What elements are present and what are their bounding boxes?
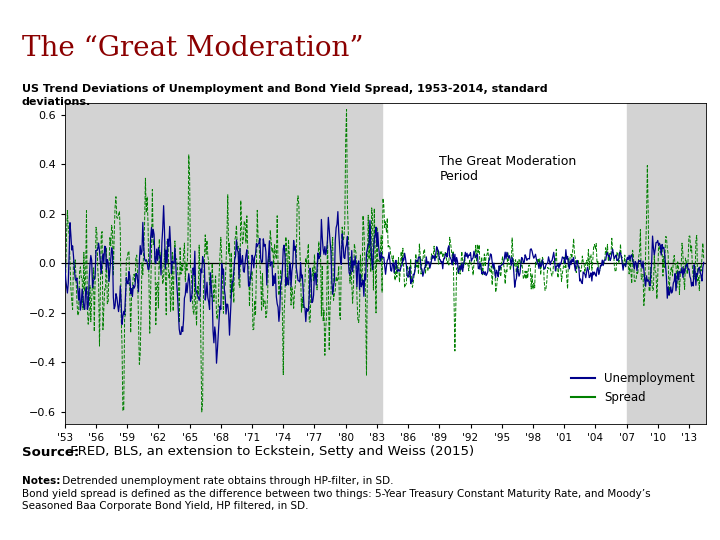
Bar [626, 103, 706, 424]
Text: Seasoned Baa Corporate Bond Yield, HP filtered, in SD.: Seasoned Baa Corporate Bond Yield, HP fi… [22, 501, 308, 511]
Unemployment [289, 261, 297, 267]
Unemployment [629, 256, 637, 263]
Unemployment [699, 259, 708, 266]
Spread [287, 284, 296, 290]
Spread [629, 247, 637, 253]
Unemployment [143, 259, 151, 266]
Spread [197, 409, 206, 415]
Spread [207, 294, 215, 300]
Unemployment [185, 279, 194, 285]
Text: deviations.: deviations. [22, 97, 91, 107]
Text: Bond yield spread is defined as the difference between two things: 5-Year Treasu: Bond yield spread is defined as the diff… [22, 489, 650, 499]
Spread [184, 152, 193, 158]
Text: US Trend Deviations of Unemployment and Bond Yield Spread, 1953-2014, standard: US Trend Deviations of Unemployment and … [22, 84, 547, 94]
Line: Unemployment: Unemployment [65, 206, 703, 363]
Text: Source:: Source: [22, 446, 79, 458]
Spread [342, 106, 351, 113]
Unemployment [207, 285, 215, 291]
Spread [143, 193, 151, 200]
Line: Spread: Spread [65, 110, 703, 412]
Text: FRED, BLS, an extension to Eckstein, Setty and Weiss (2015): FRED, BLS, an extension to Eckstein, Set… [66, 446, 474, 458]
Bar [65, 103, 382, 424]
Unemployment [60, 260, 69, 266]
Text: Detrended unemployment rate obtains through HP-filter, in SD.: Detrended unemployment rate obtains thro… [59, 476, 394, 487]
Text: The “Great Moderation”: The “Great Moderation” [22, 35, 363, 62]
Legend: Unemployment, Spread: Unemployment, Spread [567, 367, 700, 408]
Text: The Great Moderation
Period: The Great Moderation Period [439, 154, 577, 183]
Unemployment [202, 279, 211, 286]
Spread [699, 255, 708, 261]
Unemployment [212, 360, 221, 367]
Unemployment [159, 202, 168, 209]
Spread [60, 260, 69, 266]
Spread [202, 237, 211, 244]
Text: Notes:: Notes: [22, 476, 60, 487]
